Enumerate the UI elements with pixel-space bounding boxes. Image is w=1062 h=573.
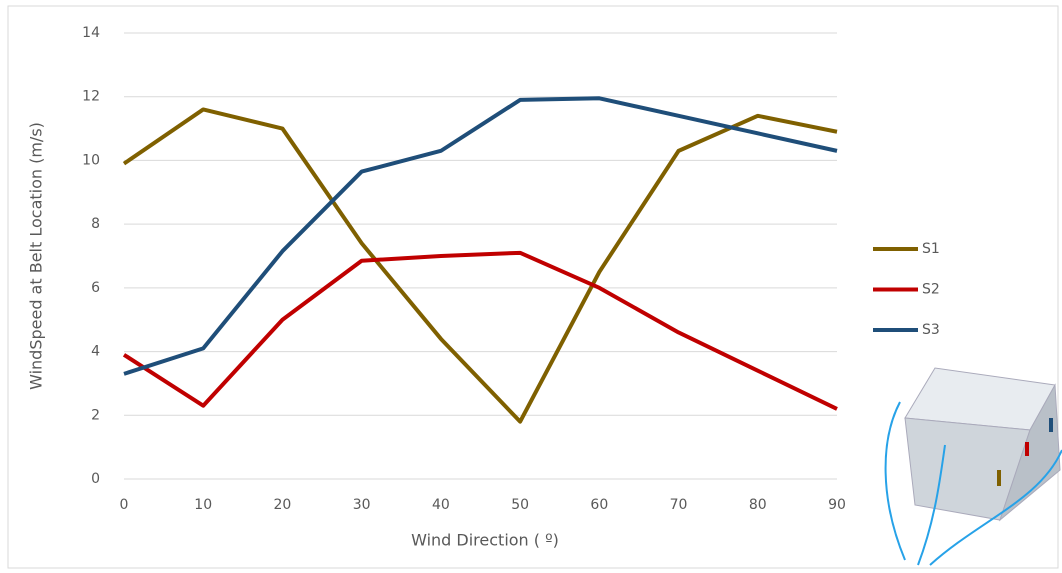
y-tick-label: 8 [91, 216, 100, 232]
series-line [122, 107, 838, 424]
legend-label: S3 [922, 322, 940, 338]
y-tick-label: 0 [91, 471, 100, 487]
x-tick-label: 0 [120, 497, 129, 513]
legend-label: S2 [922, 282, 940, 298]
side-face [998, 383, 1061, 522]
series-line [122, 250, 838, 411]
legend-label: S1 [922, 241, 940, 257]
y-tick-label: 12 [82, 89, 100, 105]
sensor-marker [1025, 442, 1029, 456]
x-tick-label: 10 [194, 497, 212, 513]
sensor-marker [997, 470, 1001, 486]
y-tick-label: 4 [91, 344, 100, 360]
sensor-marker [1049, 418, 1053, 432]
wind-arrow [929, 449, 1062, 566]
building-inset [884, 367, 1062, 566]
x-tick-label: 30 [353, 497, 371, 513]
chart-frame [7, 5, 1059, 569]
x-tick-label: 70 [670, 497, 688, 513]
x-axis-title: Wind Direction ( º) [411, 531, 559, 550]
y-tick-label: 14 [82, 25, 100, 41]
series-line [123, 96, 838, 376]
x-tick-label: 90 [828, 497, 846, 513]
y-axis-title: WindSpeed at Belt Location (m/s) [27, 122, 46, 390]
x-tick-label: 40 [432, 497, 450, 513]
x-tick-label: 80 [749, 497, 767, 513]
wind-arrow [884, 401, 906, 561]
x-tick-label: 50 [511, 497, 529, 513]
wind-arrow [917, 444, 946, 566]
y-tick-label: 10 [82, 152, 100, 168]
y-tick-label: 6 [91, 280, 100, 296]
x-tick-label: 60 [590, 497, 608, 513]
y-tick-label: 2 [91, 407, 100, 423]
x-tick-label: 20 [274, 497, 292, 513]
